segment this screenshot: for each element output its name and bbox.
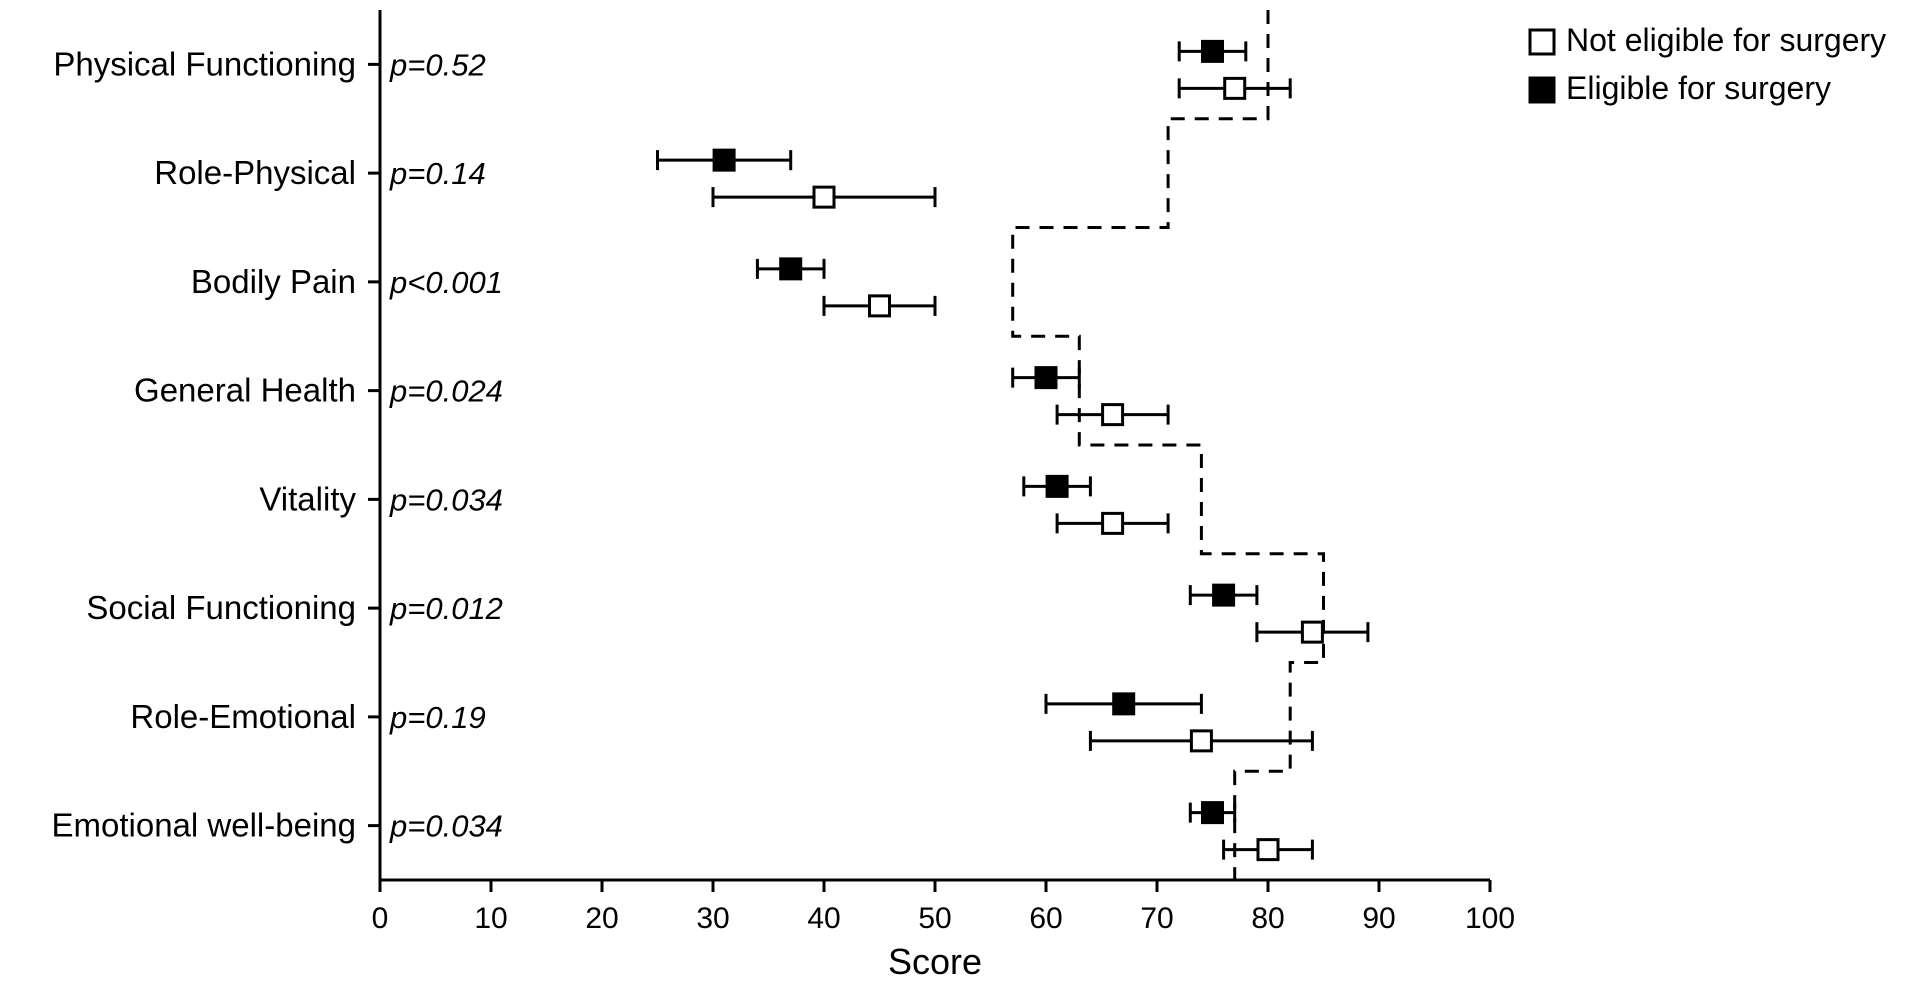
data-marker [814,187,834,207]
data-marker [1302,622,1322,642]
data-marker [870,296,890,316]
x-tick-label: 100 [1465,902,1515,935]
x-tick-label: 10 [474,902,507,935]
p-value-label: p=0.024 [389,374,503,409]
data-marker [714,150,734,170]
category-label: Role-Emotional [130,698,356,735]
chart-svg: 0 10 20 30 40 50 60 70 80 90 100 Score Physical Func… [0,0,1924,987]
category-label: Bodily Pain [191,263,356,300]
data-marker [1191,731,1211,751]
x-tick-label: 80 [1251,902,1284,935]
data-marker [781,259,801,279]
p-value-label: p=0.14 [389,156,486,191]
category-label: Vitality [259,480,356,517]
data-marker [1214,585,1234,605]
data-marker [1258,840,1278,860]
data-marker [1103,405,1123,425]
category-label: General Health [134,372,356,409]
p-value-label: p=0.034 [389,809,503,844]
x-tick-label: 20 [585,902,618,935]
data-marker [1103,513,1123,533]
x-tick-label: 30 [696,902,729,935]
forest-plot: 0 10 20 30 40 50 60 70 80 90 100 Score Physical Func… [0,0,1924,987]
x-tick-label: 70 [1140,902,1173,935]
p-value-label: p=0.19 [389,700,486,735]
data-marker [1036,368,1056,388]
category-label: Social Functioning [86,589,356,626]
reference-step-line [1013,10,1324,880]
data-marker [1114,694,1134,714]
data-marker [1203,803,1223,823]
p-value-label: p=0.034 [389,482,503,517]
category-label: Role-Physical [154,154,356,191]
legend-marker [1530,30,1554,54]
legend-label: Not eligible for surgery [1566,22,1886,58]
legend-marker [1530,78,1554,102]
x-tick-label: 90 [1362,902,1395,935]
p-value-label: p<0.001 [389,265,503,300]
x-tick-label: 50 [918,902,951,935]
data-marker [1225,78,1245,98]
p-value-label: p=0.52 [389,47,486,82]
x-tick-label: 60 [1029,902,1062,935]
category-label: Emotional well-being [52,807,357,844]
p-value-label: p=0.012 [389,591,503,626]
x-axis-title: Score [888,941,982,982]
x-tick-label: 0 [372,902,389,935]
category-label: Physical Functioning [53,45,356,82]
data-marker [1047,476,1067,496]
legend-label: Eligible for surgery [1566,70,1831,106]
data-marker [1203,41,1223,61]
x-tick-label: 40 [807,902,840,935]
